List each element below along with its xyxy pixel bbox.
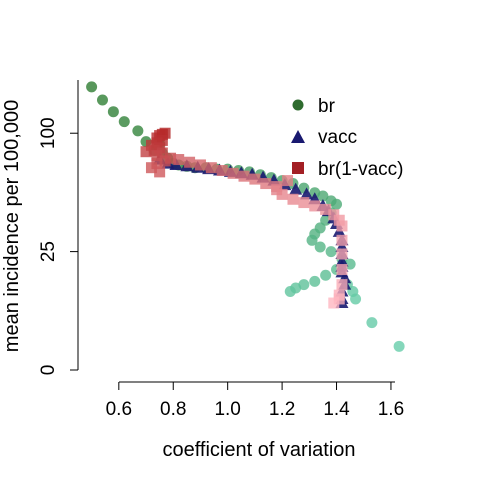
data-point-br: [393, 340, 405, 352]
data-point-br-1-vacc: [336, 248, 348, 260]
x-tick-label: 1.2: [269, 399, 295, 420]
x-ticks: 0.6 0.8 1.0 1.2 1.4 1.6: [106, 382, 404, 420]
x-tick-label: 1.4: [323, 399, 350, 420]
data-point-br: [118, 116, 130, 128]
data-point-br: [366, 317, 378, 329]
data-point-br: [132, 125, 144, 137]
data-point-br: [306, 234, 318, 246]
data-point-br-1-vacc: [328, 297, 340, 309]
data-point-br-1-vacc: [249, 173, 261, 185]
data-point-br: [314, 241, 326, 253]
data-point-br-1-vacc: [159, 155, 171, 167]
data-point-br-1-vacc: [287, 193, 299, 205]
data-point-br-1-vacc: [336, 234, 348, 246]
data-point-br: [350, 293, 362, 305]
data-point-vacc: [289, 182, 303, 195]
x-tick-label: 0.8: [160, 399, 186, 420]
legend-label-br-1-vacc: br(1-vacc): [318, 159, 404, 180]
data-point-br-1-vacc: [333, 214, 345, 226]
data-point-br-1-vacc: [154, 166, 166, 178]
data-point-br-1-vacc: [336, 220, 348, 232]
legend-label-br: br: [318, 96, 336, 117]
legend-label-vacc: vacc: [318, 127, 357, 148]
data-point-br-1-vacc: [282, 175, 294, 187]
y-tick-label: 25: [38, 241, 59, 262]
x-axis-title: coefficient of variation: [162, 439, 355, 461]
data-point-br-1-vacc: [336, 279, 348, 291]
data-point-br-1-vacc: [140, 146, 152, 158]
data-point-br: [309, 275, 321, 287]
legend-marker-br: [292, 99, 304, 111]
data-point-br-1-vacc: [328, 209, 340, 221]
data-point-br-1-vacc: [151, 150, 163, 162]
axes: [77, 80, 395, 383]
data-point-br: [96, 94, 108, 106]
data-point-br-1-vacc: [227, 167, 239, 179]
data-point-br-1-vacc: [336, 264, 348, 276]
y-tick-label: 100: [38, 117, 59, 149]
data-point-br: [320, 269, 332, 281]
data-points: [86, 81, 405, 352]
data-point-br-1-vacc: [145, 162, 157, 174]
data-point-br-1-vacc: [238, 170, 250, 182]
x-tick-label: 1.0: [214, 399, 240, 420]
data-point-br-1-vacc: [173, 154, 185, 166]
data-point-br: [86, 81, 98, 93]
legend-marker-vacc: [291, 130, 305, 143]
legend-marker-br-1-vacc: [292, 162, 304, 174]
y-axis-title: mean incidence per 100,000: [1, 100, 23, 352]
y-ticks: 0 25 100: [38, 117, 78, 375]
legend: br vacc br(1-vacc): [291, 96, 404, 180]
data-point-br: [284, 285, 296, 297]
data-point-br-1-vacc: [184, 156, 196, 168]
data-point-br-1-vacc: [320, 203, 332, 215]
data-point-br-1-vacc: [194, 159, 206, 171]
data-point-br-1-vacc: [298, 197, 310, 209]
x-tick-label: 0.6: [106, 399, 132, 420]
data-point-br: [325, 246, 337, 258]
data-point-br-1-vacc: [309, 200, 321, 212]
data-point-br-1-vacc: [205, 162, 217, 174]
data-point-br: [331, 198, 343, 210]
y-tick-label: 0: [38, 365, 59, 376]
data-point-br: [107, 106, 119, 118]
data-point-br-1-vacc: [260, 178, 272, 190]
x-tick-label: 1.6: [378, 399, 404, 420]
data-point-vacc: [300, 187, 314, 200]
data-point-br: [317, 190, 329, 202]
data-point-br-1-vacc: [216, 164, 228, 176]
data-point-br-1-vacc: [276, 188, 288, 200]
